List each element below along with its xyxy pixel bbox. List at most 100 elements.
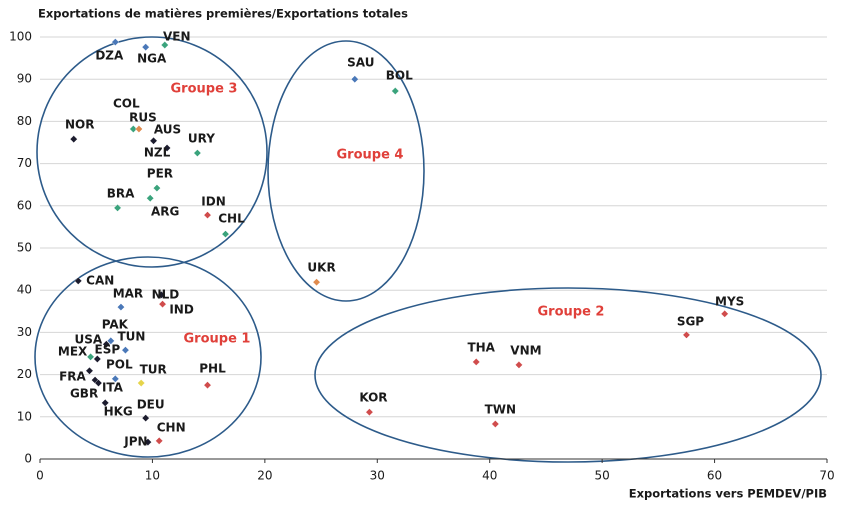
point-label: ARG <box>151 205 179 219</box>
point <box>149 136 158 145</box>
point <box>350 75 359 84</box>
point-label: CHL <box>218 212 245 226</box>
point <box>101 398 110 407</box>
point-label: NZL <box>144 145 171 159</box>
point-label: MAR <box>113 287 143 301</box>
point-label: USA <box>74 333 102 347</box>
y-axis-title: Exportations de matières premières/Expor… <box>38 7 408 21</box>
point <box>94 379 103 387</box>
x-tick-label: 30 <box>370 469 385 483</box>
point-label: NGA <box>137 52 167 66</box>
y-tick-label: 60 <box>17 198 32 212</box>
point-label: POL <box>106 357 133 371</box>
point <box>129 125 138 133</box>
point-label: PAK <box>102 317 129 331</box>
group-ellipses <box>34 36 822 463</box>
group-label: Groupe 2 <box>538 305 605 320</box>
x-tick-label: 20 <box>257 469 272 483</box>
point-label: NLD <box>152 287 180 301</box>
point <box>720 309 729 318</box>
point-label: BRA <box>107 186 135 200</box>
point-label: ITA <box>102 381 124 395</box>
point-label: FRA <box>59 369 86 383</box>
point <box>144 438 152 447</box>
point <box>74 277 83 285</box>
point <box>391 87 400 95</box>
point-label: BOL <box>386 69 413 83</box>
point <box>155 436 164 445</box>
point-label: DZA <box>95 49 124 63</box>
point <box>135 125 143 133</box>
point <box>312 278 321 287</box>
point <box>157 290 166 299</box>
point <box>102 340 111 349</box>
x-tick-label: 50 <box>595 469 610 483</box>
y-tick-label: 40 <box>17 283 32 297</box>
point-label: RUS <box>129 110 157 124</box>
point <box>86 352 95 361</box>
point <box>221 230 230 238</box>
point <box>93 355 102 363</box>
point-label: NOR <box>65 118 94 132</box>
y-tick-label: 100 <box>9 30 32 44</box>
point-label: COL <box>113 96 140 110</box>
point <box>515 361 523 369</box>
point <box>117 303 125 311</box>
point-label: MEX <box>58 344 88 358</box>
group-label: Groupe 3 <box>171 82 238 97</box>
point-label: VNM <box>510 343 541 357</box>
point-label: JPN <box>123 435 147 449</box>
point <box>682 331 691 339</box>
point-label: TUN <box>117 330 145 344</box>
y-tick-label: 20 <box>17 367 32 381</box>
y-tick-label: 50 <box>17 241 32 255</box>
y-tick-label: 10 <box>17 409 32 423</box>
point <box>121 346 130 355</box>
point-label: CAN <box>86 273 114 287</box>
ellipse <box>314 287 822 463</box>
point <box>146 194 155 203</box>
y-tick-label: 30 <box>17 325 32 339</box>
group-label: Groupe 4 <box>337 148 404 163</box>
point-label: ESP <box>95 342 121 356</box>
point <box>111 374 120 383</box>
point-label: PER <box>147 167 173 181</box>
point <box>160 41 169 49</box>
point <box>141 43 150 52</box>
x-tick-label: 10 <box>145 469 160 483</box>
y-tick-label: 70 <box>17 156 32 170</box>
point-label: IDN <box>201 195 225 209</box>
point <box>153 184 161 192</box>
point-label: IND <box>169 303 194 317</box>
group-label: Groupe 1 <box>184 332 251 347</box>
point-label: MYS <box>715 294 744 308</box>
point-label: VEN <box>163 30 191 44</box>
x-tick-label: 0 <box>36 469 44 483</box>
x-tick-label: 60 <box>707 469 722 483</box>
point-label: TWN <box>485 402 516 416</box>
point <box>141 414 150 422</box>
point-label: DEU <box>137 398 165 412</box>
x-tick-label: 70 <box>819 469 834 483</box>
point <box>193 149 202 157</box>
point-label: HKG <box>104 404 133 418</box>
point-label: CHN <box>157 420 186 434</box>
point <box>111 38 120 46</box>
point-label: SGP <box>677 314 704 328</box>
point-label: SAU <box>347 56 374 70</box>
point-label: URY <box>188 132 215 146</box>
point-label: UKR <box>307 261 335 275</box>
point-label: THA <box>467 340 495 354</box>
ellipse <box>34 256 262 458</box>
x-axis-title: Exportations vers PEMDEV/PIB <box>629 487 827 501</box>
point-label: TUR <box>140 363 167 377</box>
point <box>163 144 171 152</box>
point-label: AUS <box>154 122 181 136</box>
x-tick-label: 40 <box>482 469 497 483</box>
point <box>491 420 500 428</box>
point <box>113 204 122 212</box>
point <box>106 336 115 345</box>
point <box>137 379 146 387</box>
point <box>203 211 212 219</box>
